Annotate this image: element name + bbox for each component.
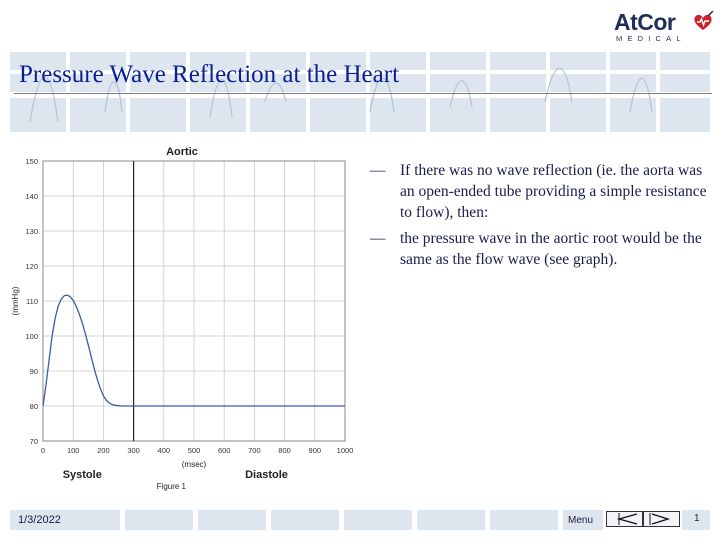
plot-frame <box>42 160 346 442</box>
y-tick-label: 140 <box>25 192 38 201</box>
x-tick-label: 0 <box>41 446 45 455</box>
chart-gridlines <box>42 160 346 442</box>
bullet-text: the pressure wave in the aortic root wou… <box>400 230 702 268</box>
y-tick-label: 130 <box>25 227 38 236</box>
bullet-item: — If there was no wave reflection (ie. t… <box>370 160 710 223</box>
bullet-item: — the pressure wave in the aortic root w… <box>370 228 710 270</box>
aortic-chart-panel: Aortic 70 80 90 100 110 120 130 140 150 0 100 200 3… <box>8 136 356 492</box>
heart-logo-icon <box>694 11 714 30</box>
menu-link[interactable]: Menu <box>568 515 594 526</box>
x-axis-label: (msec) <box>182 460 207 469</box>
bullet-dash: — <box>370 162 386 179</box>
aortic-pressure-series <box>42 294 345 407</box>
diastole-label: Diastole <box>245 469 288 481</box>
x-tick-label: 900 <box>309 446 322 455</box>
y-tick-label: 90 <box>30 367 38 376</box>
figure-caption: Figure 1 <box>157 482 187 491</box>
chart-title: Aortic <box>166 146 198 158</box>
logo-wordmark: AtCor <box>614 9 676 35</box>
y-tick-label: 110 <box>26 297 38 306</box>
x-tick-label: 1000 <box>337 446 354 455</box>
x-tick-label: 700 <box>248 446 261 455</box>
title-banner <box>10 52 710 136</box>
atcor-logo: AtCor MEDICAL <box>612 8 714 44</box>
x-tick-labels: 0 100 200 300 400 500 600 700 800 900 1000 <box>41 446 353 455</box>
bullet-list: — If there was no wave reflection (ie. t… <box>370 160 710 275</box>
prev-slide-icon <box>616 513 638 525</box>
y-tick-labels: 70 80 90 100 110 120 130 140 150 <box>25 157 38 446</box>
x-tick-label: 600 <box>218 446 231 455</box>
page-number: 1 <box>694 513 700 524</box>
slide-title: Pressure Wave Reflection at the Heart <box>19 61 400 88</box>
y-tick-label: 70 <box>30 437 38 446</box>
banner-wave-decoration <box>29 67 653 123</box>
aortic-chart: Aortic 70 80 90 100 110 120 130 140 150 0 100 200 3… <box>11 146 353 491</box>
prev-slide-button[interactable] <box>606 511 643 527</box>
bullet-text: If there was no wave reflection (ie. the… <box>400 162 707 221</box>
x-tick-label: 400 <box>158 446 171 455</box>
x-tick-label: 300 <box>127 446 140 455</box>
slide-navigation <box>606 511 680 529</box>
y-tick-label: 120 <box>25 262 38 271</box>
y-tick-label: 150 <box>25 157 38 166</box>
x-tick-label: 100 <box>67 446 80 455</box>
bullet-dash: — <box>370 230 386 247</box>
title-underline <box>14 93 712 94</box>
logo-subtitle: MEDICAL <box>616 34 686 43</box>
next-slide-icon <box>649 513 671 525</box>
next-slide-button[interactable] <box>643 511 680 527</box>
y-tick-label: 80 <box>30 402 38 411</box>
x-tick-label: 800 <box>278 446 291 455</box>
footer-bar <box>10 510 710 530</box>
y-tick-label: 100 <box>25 332 38 341</box>
y-axis-label: (mmHg) <box>11 286 20 315</box>
x-tick-label: 200 <box>97 446 110 455</box>
x-tick-label: 500 <box>188 446 201 455</box>
systole-label: Systole <box>63 469 102 481</box>
slide-date: 1/3/2022 <box>18 514 61 526</box>
